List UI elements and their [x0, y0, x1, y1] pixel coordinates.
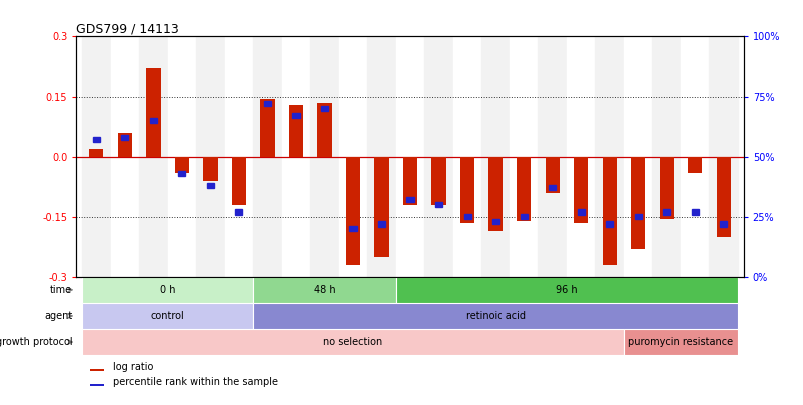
Bar: [121, 135, 128, 140]
Bar: [292, 113, 300, 118]
Bar: [374, 157, 388, 257]
Bar: [424, 36, 452, 277]
Bar: [90, 384, 104, 386]
Bar: [601, 157, 616, 265]
Bar: [90, 369, 104, 371]
Bar: [178, 171, 185, 176]
Text: control: control: [151, 311, 184, 321]
Bar: [402, 157, 417, 205]
Bar: [605, 221, 613, 226]
Bar: [82, 36, 111, 277]
Bar: [491, 219, 499, 224]
Bar: [680, 36, 708, 277]
Bar: [281, 36, 310, 277]
Bar: [253, 303, 737, 329]
Bar: [395, 277, 737, 303]
Bar: [224, 36, 253, 277]
Bar: [431, 157, 445, 205]
Bar: [310, 36, 338, 277]
Bar: [509, 36, 538, 277]
Text: percentile rank within the sample: percentile rank within the sample: [113, 377, 278, 387]
Bar: [488, 157, 502, 231]
Bar: [253, 36, 281, 277]
Bar: [367, 36, 395, 277]
Bar: [231, 157, 246, 205]
Text: puromycin resistance: puromycin resistance: [628, 337, 732, 347]
Bar: [89, 149, 104, 157]
Bar: [288, 104, 303, 157]
Bar: [263, 101, 271, 107]
Text: no selection: no selection: [323, 337, 382, 347]
Bar: [634, 214, 641, 220]
Bar: [395, 36, 424, 277]
Bar: [317, 102, 331, 157]
Bar: [566, 36, 595, 277]
Bar: [406, 197, 413, 202]
Text: 0 h: 0 h: [160, 285, 175, 295]
Bar: [206, 183, 214, 188]
Bar: [149, 118, 157, 123]
Bar: [146, 68, 161, 157]
Bar: [651, 36, 680, 277]
Text: GDS799 / 14113: GDS799 / 14113: [76, 22, 179, 35]
Bar: [691, 209, 698, 215]
Bar: [452, 36, 481, 277]
Bar: [168, 36, 196, 277]
Bar: [174, 157, 189, 173]
Bar: [662, 209, 670, 215]
Bar: [139, 36, 168, 277]
Bar: [708, 36, 737, 277]
Text: agent: agent: [44, 311, 72, 321]
Bar: [573, 157, 588, 223]
Bar: [623, 36, 651, 277]
Bar: [658, 157, 673, 219]
Bar: [82, 329, 623, 355]
Bar: [516, 157, 531, 221]
Bar: [520, 214, 527, 220]
Bar: [459, 157, 474, 223]
Bar: [687, 157, 702, 173]
Bar: [538, 36, 566, 277]
Bar: [715, 157, 730, 237]
Bar: [345, 157, 360, 265]
Text: 96 h: 96 h: [556, 285, 577, 295]
Bar: [623, 329, 737, 355]
Text: time: time: [50, 285, 72, 295]
Text: retinoic acid: retinoic acid: [465, 311, 525, 321]
Bar: [82, 277, 253, 303]
Bar: [253, 277, 395, 303]
Bar: [338, 36, 367, 277]
Bar: [434, 202, 442, 207]
Bar: [548, 185, 556, 190]
Bar: [630, 157, 645, 249]
Bar: [111, 36, 139, 277]
Text: 48 h: 48 h: [313, 285, 335, 295]
Bar: [260, 98, 275, 157]
Bar: [544, 157, 559, 193]
Text: log ratio: log ratio: [113, 362, 153, 372]
Bar: [595, 36, 623, 277]
Text: growth protocol: growth protocol: [0, 337, 72, 347]
Bar: [117, 132, 132, 157]
Bar: [235, 209, 243, 215]
Bar: [577, 209, 584, 215]
Bar: [320, 106, 328, 111]
Bar: [92, 137, 100, 143]
Bar: [481, 36, 509, 277]
Bar: [349, 226, 356, 231]
Bar: [463, 214, 470, 220]
Bar: [82, 303, 253, 329]
Bar: [377, 221, 385, 226]
Bar: [719, 221, 727, 226]
Bar: [196, 36, 224, 277]
Bar: [203, 157, 218, 181]
